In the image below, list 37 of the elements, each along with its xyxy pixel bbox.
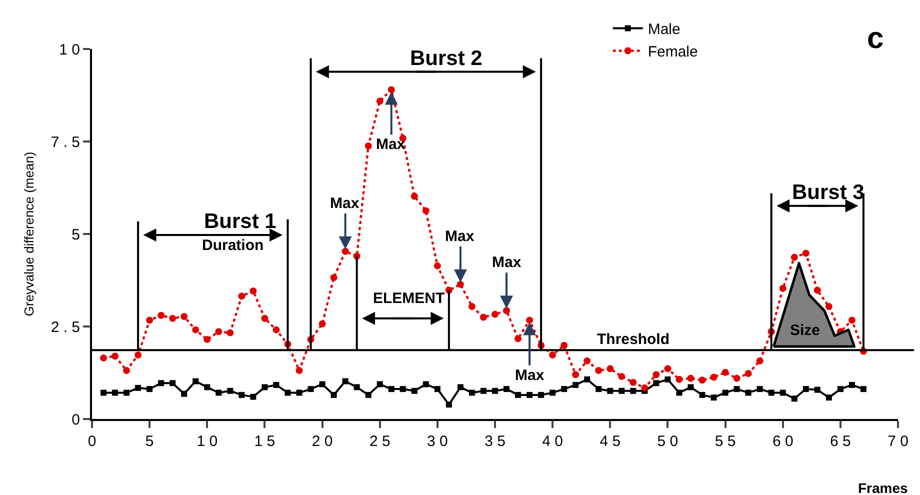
annotation: Max	[330, 195, 360, 212]
x-tick-label: 4 0	[542, 433, 563, 450]
x-tick-label: 3 5	[484, 433, 506, 450]
annotation: Duration	[202, 237, 264, 254]
annotation: Max	[492, 254, 522, 271]
legend-label: Female	[648, 44, 698, 61]
annotation: Max	[445, 228, 475, 245]
annotation: Burst 2	[410, 47, 482, 70]
annotation: ELEMENT	[373, 290, 445, 307]
x-tick-label: 2 5	[369, 433, 390, 450]
x-tick-label: 1 0	[196, 433, 218, 450]
y-tick-label: 7 . 5	[50, 134, 80, 151]
x-tick-label: 1 5	[254, 433, 276, 450]
x-tick-label: 7 0	[888, 433, 908, 450]
annotation: Max	[376, 136, 406, 153]
x-tick-label: 6 5	[830, 433, 851, 450]
annotation: Burst 1	[204, 210, 277, 233]
x-tick-label: 5	[145, 433, 154, 450]
legend-label: Male	[648, 21, 680, 38]
y-tick-label: 2 . 5	[50, 318, 80, 336]
annotation: Max	[515, 367, 545, 384]
x-tick-label: 5 0	[657, 433, 678, 450]
y-tick-label: 0	[72, 411, 80, 428]
ref-line-label: Threshold	[597, 331, 670, 348]
annotation: Size	[790, 322, 820, 339]
annotation: c	[867, 22, 884, 55]
x-tick-label: 6 0	[772, 433, 794, 450]
annotation: Burst 3	[792, 181, 864, 204]
x-tick-label: 4 5	[600, 433, 621, 450]
x-tick-label: 5 5	[714, 433, 736, 450]
y-tick-label: 5	[72, 226, 80, 244]
x-tick-label: 3 0	[427, 433, 448, 450]
y-tick-label: 1 0	[59, 41, 80, 58]
y-axis-title: Greyvalue difference (mean)	[21, 152, 36, 316]
x-tick-label: 2 0	[312, 433, 333, 450]
x-tick-label: 0	[88, 433, 96, 450]
x-axis-title: Frames	[858, 480, 908, 495]
